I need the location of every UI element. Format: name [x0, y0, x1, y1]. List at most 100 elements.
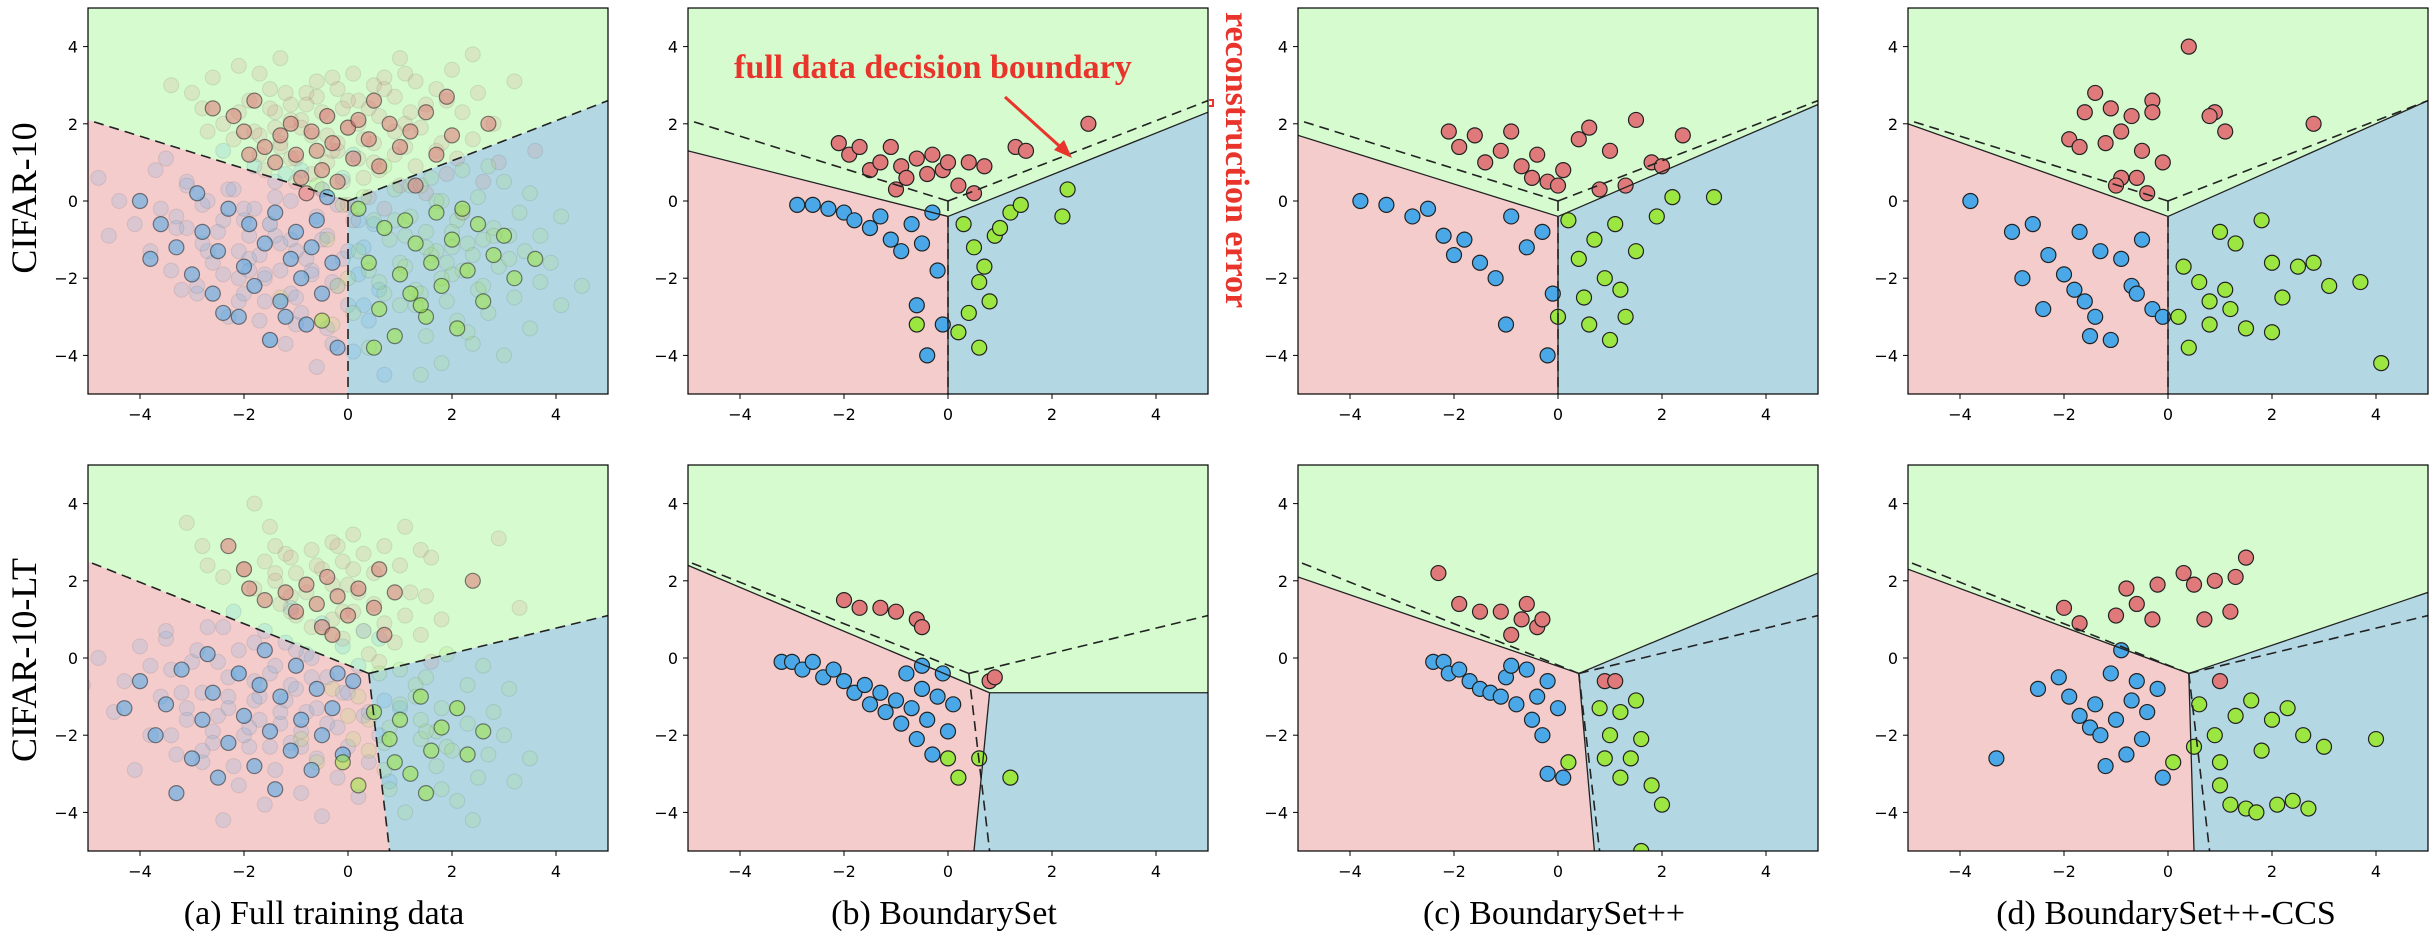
faded-point: [215, 619, 232, 636]
point-green: [1059, 181, 1076, 198]
point-blue: [267, 781, 284, 798]
faded-point: [334, 684, 351, 701]
point-green: [1581, 316, 1598, 333]
point-red: [1591, 181, 1608, 198]
faded-point: [288, 289, 304, 306]
plot-area: [688, 8, 1208, 394]
faded-point: [386, 88, 403, 105]
point-green: [475, 723, 492, 740]
faded-point: [376, 285, 393, 302]
point-blue: [2123, 692, 2140, 709]
faded-point: [256, 796, 273, 813]
point-blue: [157, 696, 175, 713]
faded-point: [402, 584, 419, 601]
point-green: [991, 219, 1009, 237]
full-data-boundary: [2167, 99, 2428, 202]
region-red: [1908, 123, 2168, 394]
faded-point: [407, 73, 424, 90]
y-tick-label: 0: [1888, 192, 1898, 211]
point-green: [2300, 800, 2317, 817]
panel-cifar10-boundaryset: −4 −2 0 2 4 −4 −2 0 2 4: [654, 7, 1209, 424]
point-green: [402, 285, 419, 302]
point-blue: [861, 219, 879, 237]
faded-point: [464, 46, 481, 63]
x-tick-label: −2: [2052, 405, 2076, 424]
point-blue: [2107, 711, 2125, 728]
faded-point: [532, 227, 549, 244]
x-tick-label: −2: [832, 405, 856, 424]
point-blue: [189, 185, 206, 202]
faded-point: [288, 642, 304, 659]
boundary-line: [973, 692, 991, 851]
faded-point: [220, 688, 237, 705]
x-tick-label: 4: [1151, 862, 1161, 881]
point-red: [2076, 104, 2093, 121]
point-blue: [287, 657, 305, 674]
point-green: [2211, 223, 2229, 240]
faded-point: [459, 235, 476, 252]
faded-point: [308, 73, 325, 90]
faded-point: [293, 785, 310, 802]
faded-point: [376, 81, 393, 98]
point-blue: [230, 665, 247, 682]
point-red: [2237, 549, 2255, 566]
faded-point: [418, 588, 434, 605]
faded-point: [199, 557, 216, 574]
panels: −4 −2 0 2 4 −4 −2 0 2 4 −4 −2 0 2 4 −4 −2 0 2 4 −4 −2 0 2 4 −4 −2 0…: [54, 7, 2429, 881]
point-red: [1513, 611, 1530, 628]
point-blue: [2133, 231, 2151, 248]
boundary-line: [947, 111, 1208, 218]
point-green: [485, 246, 502, 264]
faded-point: [178, 700, 195, 717]
faded-point: [158, 150, 174, 167]
boundary-line: [2188, 591, 2428, 675]
x-tick-label: 0: [2163, 862, 2173, 881]
point-blue: [903, 216, 920, 233]
point-green: [1633, 842, 1650, 851]
point-red: [2107, 607, 2125, 624]
point-blue: [1534, 727, 1551, 744]
faded-point: [251, 65, 268, 82]
y-tick-label: 2: [68, 572, 78, 591]
point-green: [2321, 277, 2338, 295]
point-red: [2071, 615, 2088, 632]
faded-point: [324, 680, 341, 697]
faded-point: [496, 727, 512, 744]
point-blue: [282, 250, 299, 267]
region-green: [1908, 8, 2428, 217]
point-red: [319, 568, 336, 586]
faded-point: [220, 181, 237, 198]
x-tick-label: 4: [1761, 862, 1771, 881]
point-red: [1017, 142, 1035, 159]
faded-point: [262, 665, 278, 682]
point-blue: [267, 204, 284, 221]
point-blue: [277, 308, 294, 325]
full-data-boundary: [347, 99, 608, 202]
full-data-boundary: [968, 673, 991, 851]
boundary-line: [2167, 100, 2428, 218]
point-blue: [929, 262, 946, 279]
point-blue: [220, 200, 237, 217]
point-blue: [908, 297, 925, 314]
point-blue: [272, 293, 289, 310]
point-blue: [924, 746, 941, 763]
region-red: [1908, 569, 2194, 851]
boundary-line: [1908, 568, 2190, 675]
x-tick-label: 2: [1657, 405, 1667, 424]
point-green: [1612, 281, 1629, 298]
point-red: [1555, 162, 1572, 179]
point-blue: [209, 769, 227, 786]
faded-point: [381, 781, 398, 798]
point-green: [2253, 212, 2270, 229]
faded-point: [215, 568, 232, 585]
point-blue: [1445, 246, 1463, 264]
point-green: [1664, 189, 1681, 206]
faded-point: [262, 738, 278, 755]
faded-point: [392, 661, 408, 678]
point-green: [449, 700, 466, 717]
faded-point: [412, 731, 429, 748]
point-green: [2222, 796, 2239, 813]
y-tick-label: 4: [68, 38, 78, 57]
point-red: [1534, 611, 1551, 628]
